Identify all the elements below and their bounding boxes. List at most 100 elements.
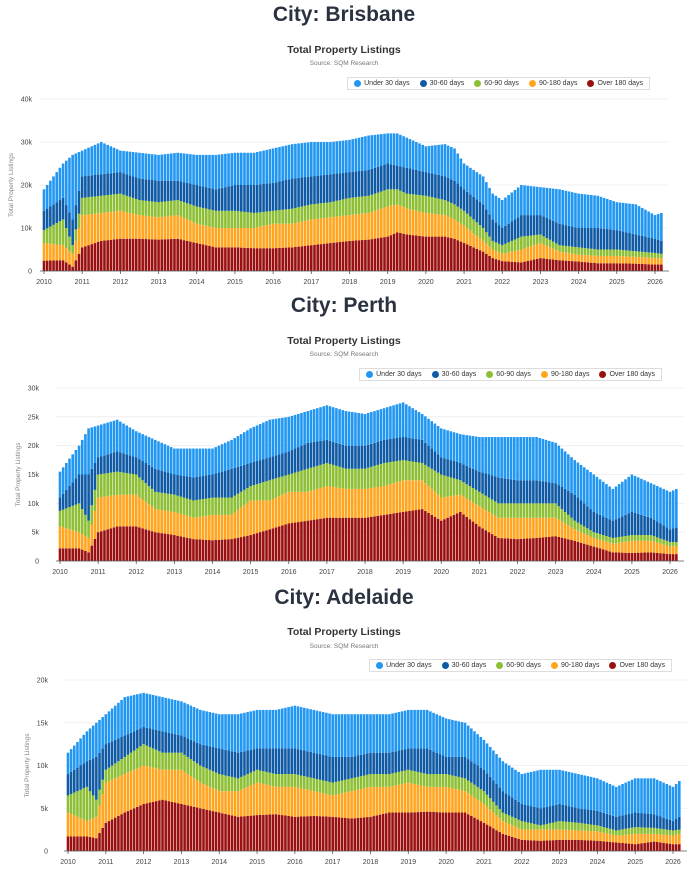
bar-stack[interactable] [208, 448, 211, 561]
bar-stack[interactable] [103, 143, 106, 271]
bar-stack[interactable] [68, 458, 71, 561]
bar-stack[interactable] [55, 172, 59, 271]
bar-stack[interactable] [109, 146, 113, 271]
bar-stack[interactable] [318, 711, 322, 851]
bar-stack[interactable] [535, 437, 538, 561]
bar-stack[interactable] [192, 448, 195, 561]
bar-stack[interactable] [268, 419, 271, 561]
bar-stack[interactable] [488, 746, 492, 851]
bar-stack[interactable] [319, 407, 322, 561]
bar-stack[interactable] [259, 151, 262, 271]
bar-stack[interactable] [513, 190, 517, 271]
bar-stack[interactable] [77, 152, 81, 271]
legend-item[interactable]: 90-180 days [540, 371, 589, 378]
bar-stack[interactable] [186, 704, 190, 851]
bar-stack[interactable] [452, 432, 456, 561]
bar-stack[interactable] [363, 413, 367, 561]
bar-stack[interactable] [325, 712, 328, 851]
bar-stack[interactable] [321, 712, 325, 851]
bar-stack[interactable] [370, 135, 374, 271]
bar-stack[interactable] [538, 437, 542, 561]
bar-stack[interactable] [627, 476, 631, 561]
bar-stack[interactable] [404, 404, 408, 561]
bar-stack[interactable] [665, 784, 668, 851]
bar-stack[interactable] [322, 142, 326, 271]
bar-stack[interactable] [299, 707, 303, 851]
bar-stack[interactable] [408, 139, 412, 271]
bar-stack[interactable] [460, 722, 464, 851]
bar-stack[interactable] [551, 441, 554, 561]
bar-stack[interactable] [478, 437, 481, 561]
bar-stack[interactable] [413, 709, 416, 851]
bar-stack[interactable] [662, 488, 665, 561]
bar-stack[interactable] [246, 712, 249, 851]
bar-stack[interactable] [246, 152, 249, 271]
bar-stack[interactable] [126, 696, 130, 851]
bar-stack[interactable] [76, 741, 79, 851]
bar-stack[interactable] [163, 154, 167, 271]
bar-stack[interactable] [268, 709, 271, 851]
bar-stack[interactable] [195, 708, 199, 852]
bar-stack[interactable] [88, 728, 92, 851]
bar-stack[interactable] [287, 416, 291, 561]
bar-stack[interactable] [163, 444, 167, 561]
bar-stack[interactable] [419, 709, 423, 851]
bar-stack[interactable] [281, 146, 284, 271]
bar-stack[interactable] [437, 144, 440, 271]
bar-stack[interactable] [199, 709, 202, 851]
bar-stack[interactable] [580, 774, 583, 851]
bar-stack[interactable] [128, 427, 132, 561]
bar-stack[interactable] [574, 192, 577, 271]
bar-stack[interactable] [471, 436, 475, 561]
bar-stack[interactable] [109, 421, 113, 561]
bar-stack[interactable] [625, 203, 628, 271]
bar-stack[interactable] [350, 412, 354, 561]
bar-stack[interactable] [157, 441, 160, 561]
bar-stack[interactable] [122, 150, 125, 271]
bar-stack[interactable] [631, 203, 635, 271]
bar-stack[interactable] [147, 153, 151, 271]
bar-stack[interactable] [497, 437, 500, 561]
bar-stack[interactable] [394, 712, 398, 851]
bar-stack[interactable] [449, 431, 453, 561]
bar-stack[interactable] [236, 714, 240, 851]
bar-stack[interactable] [134, 431, 138, 561]
bar-stack[interactable] [570, 192, 574, 271]
bar-stack[interactable] [192, 154, 195, 271]
bar-stack[interactable] [605, 198, 609, 271]
bar-stack[interactable] [211, 154, 214, 271]
bar-stack[interactable] [526, 185, 530, 271]
bar-stack[interactable] [150, 438, 154, 561]
bar-stack[interactable] [325, 142, 329, 271]
bar-stack[interactable] [73, 745, 76, 851]
bar-stack[interactable] [637, 206, 641, 271]
bar-stack[interactable] [520, 185, 523, 271]
bar-stack[interactable] [230, 153, 234, 271]
bar-stack[interactable] [369, 714, 372, 851]
legend-item[interactable]: 30-60 days [419, 80, 464, 87]
bar-stack[interactable] [617, 484, 621, 561]
bar-stack[interactable] [300, 143, 304, 271]
bar-stack[interactable] [354, 412, 357, 561]
bar-stack[interactable] [545, 769, 549, 851]
bar-stack[interactable] [214, 154, 218, 271]
bar-stack[interactable] [303, 707, 306, 851]
bar-stack[interactable] [468, 435, 472, 561]
bar-stack[interactable] [609, 200, 612, 271]
legend-item[interactable]: Under 30 days [376, 662, 432, 669]
bar-stack[interactable] [407, 709, 410, 851]
bar-stack[interactable] [58, 471, 62, 561]
bar-stack[interactable] [417, 412, 421, 561]
bar-stack[interactable] [494, 195, 498, 271]
bar-stack[interactable] [586, 776, 590, 851]
bar-stack[interactable] [420, 413, 424, 561]
bar-stack[interactable] [560, 448, 564, 561]
bar-stack[interactable] [82, 734, 86, 851]
bar-stack[interactable] [443, 144, 447, 271]
bar-stack[interactable] [439, 428, 443, 561]
bar-stack[interactable] [522, 437, 526, 561]
bar-stack[interactable] [367, 135, 370, 271]
bar-stack[interactable] [400, 711, 404, 851]
bar-stack[interactable] [490, 437, 494, 561]
bar-stack[interactable] [465, 435, 468, 561]
